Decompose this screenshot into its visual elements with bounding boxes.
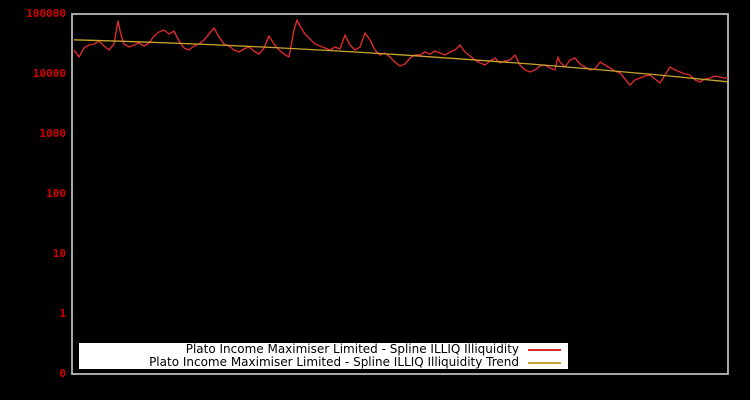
- y-axis-tick-labels: 100000 10000 1000 100 10 1 0: [0, 0, 66, 400]
- legend-row-trend: Plato Income Maximiser Limited - Spline …: [79, 356, 568, 369]
- y-tick-label-100: 100: [46, 187, 66, 200]
- legend-label-trend: Plato Income Maximiser Limited - Spline …: [149, 355, 519, 369]
- y-tick-label-10: 10: [52, 247, 66, 260]
- chart-legend: Plato Income Maximiser Limited - Spline …: [79, 343, 568, 369]
- legend-line-sample-illiquidity: [528, 348, 561, 351]
- illiquidity-series-line: [73, 19, 728, 86]
- y-tick-label-1: 1: [59, 307, 66, 320]
- plot-border: [71, 13, 729, 375]
- legend-row-illiquidity: Plato Income Maximiser Limited - Spline …: [79, 343, 568, 356]
- y-tick-label-10000: 10000: [32, 67, 66, 80]
- y-tick-label-1000: 1000: [39, 127, 67, 140]
- y-tick-label-100000: 100000: [26, 7, 66, 20]
- trend-series-line: [73, 39, 729, 83]
- legend-label-illiquidity: Plato Income Maximiser Limited - Spline …: [185, 342, 519, 356]
- legend-line-sample-trend: [528, 361, 561, 364]
- y-tick-label-0: 0: [59, 367, 66, 380]
